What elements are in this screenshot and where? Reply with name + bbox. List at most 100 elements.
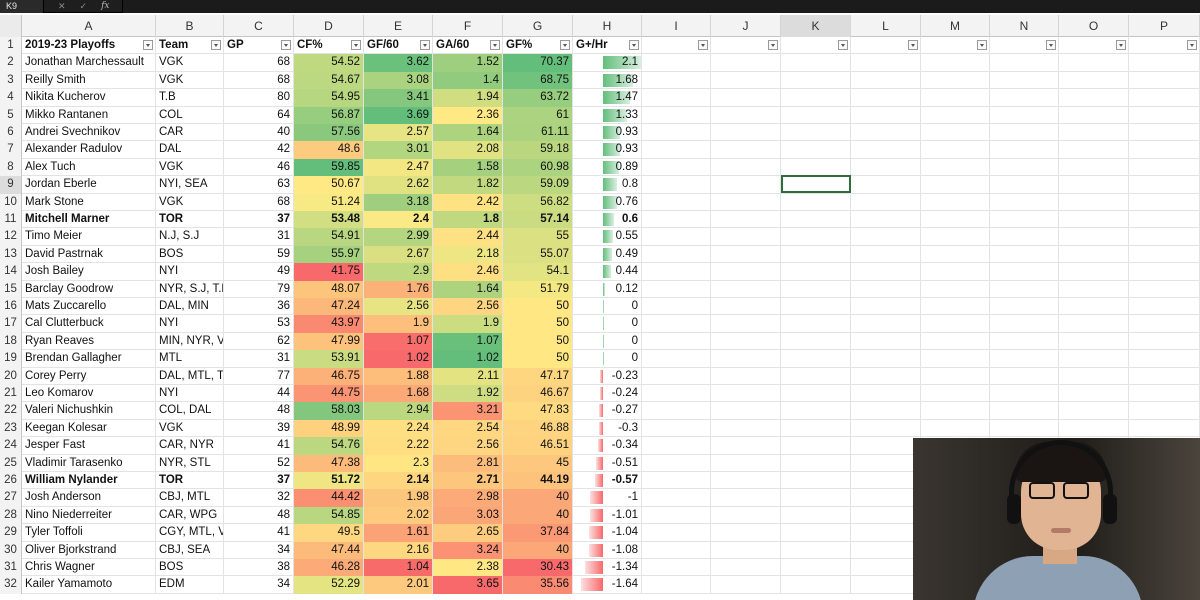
gp-cell[interactable]: 68 <box>224 71 294 90</box>
gf-percent-cell[interactable]: 70.37 <box>503 54 573 72</box>
gplus-per-hour-cell[interactable]: -0.57 <box>573 472 642 490</box>
empty-cell[interactable] <box>1059 176 1129 194</box>
header-cell-e[interactable]: GF/60 <box>364 37 433 55</box>
empty-cell[interactable] <box>990 158 1059 177</box>
gf60-cell[interactable]: 2.99 <box>364 228 433 246</box>
empty-cell[interactable] <box>1129 385 1200 403</box>
empty-cell[interactable] <box>1059 280 1129 298</box>
empty-cell[interactable] <box>711 367 781 385</box>
empty-cell[interactable] <box>851 541 921 559</box>
empty-cell[interactable] <box>781 402 851 420</box>
empty-cell[interactable] <box>1129 332 1200 351</box>
empty-cell[interactable] <box>851 245 921 264</box>
empty-cell[interactable] <box>642 367 711 385</box>
ga60-cell[interactable]: 3.03 <box>433 506 503 525</box>
empty-cell[interactable] <box>990 280 1059 298</box>
empty-cell[interactable] <box>642 89 711 107</box>
gf-percent-cell[interactable]: 59.09 <box>503 176 573 194</box>
row-number[interactable]: 16 <box>0 298 22 316</box>
player-cell[interactable]: Leo Komarov <box>22 385 156 403</box>
empty-cell[interactable] <box>851 54 921 72</box>
row-number[interactable]: 29 <box>0 524 22 542</box>
gf-percent-cell[interactable]: 50 <box>503 298 573 316</box>
empty-cell[interactable] <box>921 54 990 72</box>
team-cell[interactable]: DAL, MTL, T.E <box>156 367 224 385</box>
empty-cell[interactable] <box>851 106 921 124</box>
empty-cell[interactable] <box>851 280 921 298</box>
gf60-cell[interactable]: 2.14 <box>364 472 433 490</box>
header-cell-a[interactable]: 2019-23 Playoffs <box>22 37 156 55</box>
empty-cell[interactable] <box>642 124 711 142</box>
gf60-cell[interactable]: 3.62 <box>364 54 433 72</box>
team-cell[interactable]: VGK <box>156 158 224 177</box>
empty-cell[interactable] <box>642 437 711 455</box>
gf60-cell[interactable]: 2.9 <box>364 263 433 281</box>
column-header-f[interactable]: F <box>433 15 503 37</box>
gp-cell[interactable]: 42 <box>224 141 294 159</box>
empty-cell[interactable] <box>1129 141 1200 159</box>
empty-cell[interactable] <box>851 71 921 90</box>
empty-cell[interactable] <box>1129 54 1200 72</box>
team-cell[interactable]: CAR, WPG <box>156 506 224 525</box>
column-header-c[interactable]: C <box>224 15 294 37</box>
team-cell[interactable]: CBJ, SEA <box>156 541 224 559</box>
gplus-per-hour-cell[interactable]: -0.3 <box>573 419 642 438</box>
gf60-cell[interactable]: 1.76 <box>364 280 433 298</box>
gplus-per-hour-cell[interactable]: 0 <box>573 298 642 316</box>
row-number[interactable]: 14 <box>0 263 22 281</box>
cf-percent-cell[interactable]: 56.87 <box>294 106 364 124</box>
empty-cell[interactable] <box>781 367 851 385</box>
gp-cell[interactable]: 31 <box>224 350 294 368</box>
filter-dropdown-icon[interactable] <box>351 40 361 50</box>
filter-dropdown-icon[interactable] <box>838 40 848 50</box>
cf-percent-cell[interactable]: 41.75 <box>294 263 364 281</box>
filter-dropdown-icon[interactable] <box>768 40 778 50</box>
gf60-cell[interactable]: 2.24 <box>364 419 433 438</box>
gf60-cell[interactable]: 2.94 <box>364 402 433 420</box>
close-icon[interactable]: ✕ <box>58 0 66 11</box>
ga60-cell[interactable]: 2.38 <box>433 559 503 577</box>
team-cell[interactable]: NYI <box>156 385 224 403</box>
empty-cell[interactable] <box>711 489 781 507</box>
ga60-cell[interactable]: 3.65 <box>433 576 503 594</box>
empty-cell[interactable] <box>1059 89 1129 107</box>
row-number[interactable]: 28 <box>0 506 22 525</box>
gp-cell[interactable]: 52 <box>224 454 294 472</box>
gf-percent-cell[interactable]: 35.56 <box>503 576 573 594</box>
ga60-cell[interactable]: 2.08 <box>433 141 503 159</box>
empty-cell[interactable] <box>711 211 781 229</box>
empty-cell[interactable] <box>851 367 921 385</box>
empty-cell[interactable] <box>851 315 921 333</box>
ga60-cell[interactable]: 1.64 <box>433 280 503 298</box>
player-cell[interactable]: Nino Niederreiter <box>22 506 156 525</box>
empty-cell[interactable] <box>851 489 921 507</box>
ga60-cell[interactable]: 2.65 <box>433 524 503 542</box>
empty-cell[interactable] <box>851 89 921 107</box>
empty-cell[interactable] <box>990 402 1059 420</box>
empty-cell[interactable] <box>781 124 851 142</box>
empty-cell[interactable] <box>851 385 921 403</box>
empty-cell[interactable] <box>1129 245 1200 264</box>
empty-cell[interactable] <box>781 419 851 438</box>
row-number[interactable]: 30 <box>0 541 22 559</box>
gf-percent-cell[interactable]: 40 <box>503 506 573 525</box>
gplus-per-hour-cell[interactable]: -0.27 <box>573 402 642 420</box>
empty-cell[interactable] <box>711 315 781 333</box>
gp-cell[interactable]: 46 <box>224 158 294 177</box>
row-number[interactable]: 9 <box>0 176 22 194</box>
team-cell[interactable]: EDM <box>156 576 224 594</box>
empty-cell[interactable] <box>781 541 851 559</box>
gf60-cell[interactable]: 1.07 <box>364 332 433 351</box>
player-cell[interactable]: Oliver Bjorkstrand <box>22 541 156 559</box>
empty-cell[interactable] <box>642 176 711 194</box>
row-number[interactable]: 17 <box>0 315 22 333</box>
player-cell[interactable]: Chris Wagner <box>22 559 156 577</box>
gp-cell[interactable]: 32 <box>224 489 294 507</box>
player-cell[interactable]: Tyler Toffoli <box>22 524 156 542</box>
team-cell[interactable]: DAL, MIN <box>156 298 224 316</box>
cf-percent-cell[interactable]: 51.24 <box>294 193 364 211</box>
gf60-cell[interactable]: 2.22 <box>364 437 433 455</box>
empty-cell[interactable] <box>642 71 711 90</box>
player-cell[interactable]: Andrei Svechnikov <box>22 124 156 142</box>
empty-cell[interactable] <box>851 402 921 420</box>
